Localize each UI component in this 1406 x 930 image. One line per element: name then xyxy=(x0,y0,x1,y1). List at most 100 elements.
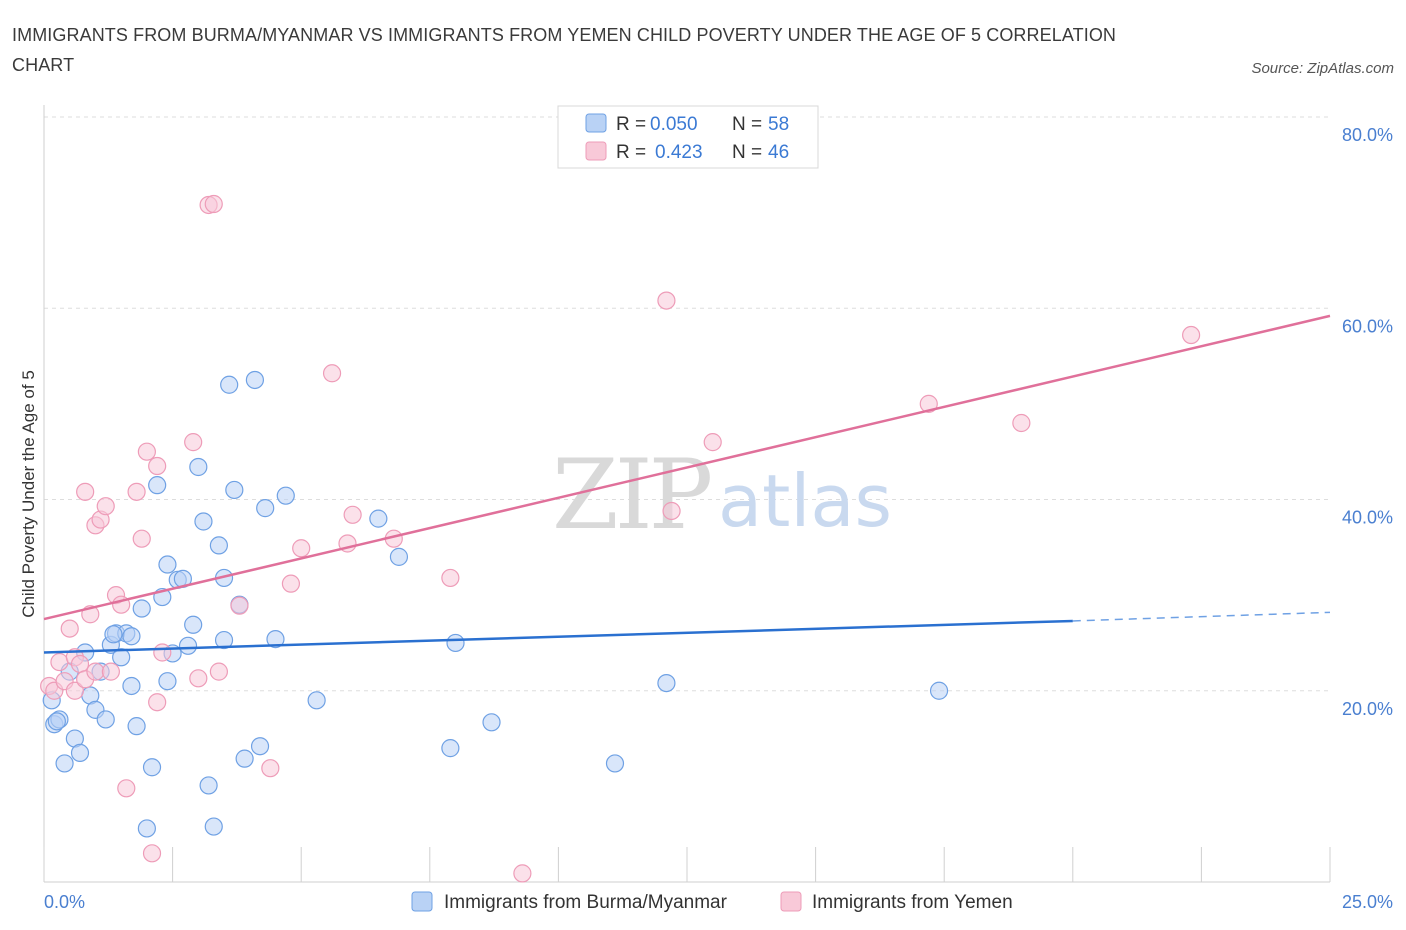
legend-r-label-burma: R = xyxy=(616,114,646,135)
burma-point-36 xyxy=(214,630,234,650)
legend-n-value-yemen: 46 xyxy=(768,142,789,163)
legend-swatch-yemen xyxy=(585,141,607,161)
yemen-point-40 xyxy=(513,864,532,883)
y-tick-label-1: 40.0% xyxy=(1342,508,1393,528)
burma-point-20 xyxy=(142,758,162,777)
yemen-point-9 xyxy=(76,482,95,501)
yemen-trend-line xyxy=(43,314,1331,621)
yemen-point-37 xyxy=(343,505,362,524)
legend-n-label-burma: N = xyxy=(732,114,762,135)
x-tick-min: 0.0% xyxy=(44,892,85,912)
burma-point-2 xyxy=(55,754,74,773)
yemen-point-42 xyxy=(662,501,681,521)
yemen-point-25 xyxy=(153,643,172,662)
yemen-point-24 xyxy=(148,693,167,712)
burma-point-34 xyxy=(209,536,228,555)
legend-n-label-yemen: N = xyxy=(732,142,762,163)
burma-point-41 xyxy=(245,370,265,390)
burma-points xyxy=(42,370,949,838)
yemen-point-43 xyxy=(703,433,722,452)
x-tick-labels: 0.0% 25.0% xyxy=(44,892,1393,912)
bottom-legend-swatch-yemen xyxy=(780,891,802,912)
yemen-point-6 xyxy=(65,681,84,700)
burma-point-56 xyxy=(47,712,66,731)
yemen-points xyxy=(40,194,1201,883)
y-tick-label-0: 20.0% xyxy=(1342,699,1393,719)
burma-point-43 xyxy=(256,499,275,518)
watermark: ZIP atlas xyxy=(552,439,892,551)
burma-point-49 xyxy=(441,739,460,758)
burma-point-42 xyxy=(250,737,270,756)
burma-point-18 xyxy=(132,599,151,618)
bottom-legend-label-yemen: Immigrants from Yemen xyxy=(812,892,1013,913)
legend-r-value-yemen: 0.423 xyxy=(655,142,703,163)
yemen-point-30 xyxy=(209,662,228,681)
burma-point-31 xyxy=(194,512,213,531)
burma-point-23 xyxy=(158,555,177,574)
bottom-legend-label-burma: Immigrants from Burma/Myanmar xyxy=(444,892,728,913)
burma-point-50 xyxy=(446,633,465,653)
yemen-point-20 xyxy=(132,529,151,548)
burma-point-46 xyxy=(307,691,326,710)
yemen-point-21 xyxy=(137,442,156,461)
legend-box: R = 0.050 N = 58 R = 0.423 N = 46 xyxy=(557,105,819,169)
burma-point-52 xyxy=(605,754,625,773)
burma-point-44 xyxy=(266,630,285,649)
burma-point-21 xyxy=(148,476,167,495)
burma-point-10 xyxy=(96,710,115,729)
yemen-point-35 xyxy=(322,364,342,383)
yemen-point-14 xyxy=(96,497,115,516)
burma-point-40 xyxy=(235,749,254,768)
bottom-legend-swatch-burma xyxy=(411,891,433,912)
legend-r-value-burma: 0.050 xyxy=(650,114,698,135)
burma-point-28 xyxy=(178,636,198,655)
trend-lines xyxy=(43,314,1331,654)
yemen-point-22 xyxy=(142,844,162,863)
yemen-point-31 xyxy=(230,596,249,615)
burma-point-30 xyxy=(189,457,208,477)
burma-trend-line xyxy=(43,619,1073,654)
yemen-point-41 xyxy=(657,291,676,310)
y-tick-label-3: 80.0% xyxy=(1342,125,1393,145)
bottom-legend: Immigrants from Burma/Myanmar Immigrants… xyxy=(411,891,1013,913)
yemen-point-29 xyxy=(204,194,223,214)
burma-point-5 xyxy=(70,743,90,763)
yemen-point-7 xyxy=(70,654,90,674)
burma-point-53 xyxy=(657,673,676,693)
burma-point-17 xyxy=(127,717,146,736)
burma-point-47 xyxy=(369,509,388,528)
yemen-point-39 xyxy=(441,568,460,588)
yemen-point-11 xyxy=(86,662,105,681)
source-label: Source: ZipAtlas.com xyxy=(1251,60,1394,77)
yemen-point-46 xyxy=(1182,325,1201,345)
burma-point-24 xyxy=(158,672,177,691)
burma-point-57 xyxy=(104,625,123,644)
yemen-point-23 xyxy=(148,456,167,476)
yemen-point-2 xyxy=(50,652,69,672)
y-tick-labels: 20.0% 40.0% 60.0% 80.0% xyxy=(1342,125,1393,719)
chart-title: IMMIGRANTS FROM BURMA/MYANMAR VS IMMIGRA… xyxy=(12,25,1117,75)
burma-point-54 xyxy=(929,681,949,700)
yemen-point-34 xyxy=(292,539,311,558)
y-axis-label: Child Poverty Under the Age of 5 xyxy=(19,370,38,618)
burma-point-48 xyxy=(389,547,409,566)
legend-swatch-burma xyxy=(585,113,607,133)
burma-point-45 xyxy=(276,486,295,505)
yemen-point-4 xyxy=(60,619,79,638)
x-tick-max: 25.0% xyxy=(1342,892,1393,912)
legend-r-label-yemen: R = xyxy=(616,142,646,163)
burma-point-32 xyxy=(199,776,218,795)
watermark-atlas: atlas xyxy=(718,459,892,543)
yemen-point-32 xyxy=(261,759,280,778)
axes xyxy=(43,105,1331,883)
watermark-zip: ZIP xyxy=(552,439,711,551)
burma-point-16 xyxy=(122,676,141,696)
burma-point-37 xyxy=(220,375,239,394)
burma-point-29 xyxy=(184,615,203,634)
yemen-point-18 xyxy=(117,779,136,798)
burma-point-19 xyxy=(137,819,156,838)
burma-trend-extension xyxy=(1072,611,1331,622)
burma-point-13 xyxy=(112,648,131,667)
burma-point-51 xyxy=(482,713,501,732)
